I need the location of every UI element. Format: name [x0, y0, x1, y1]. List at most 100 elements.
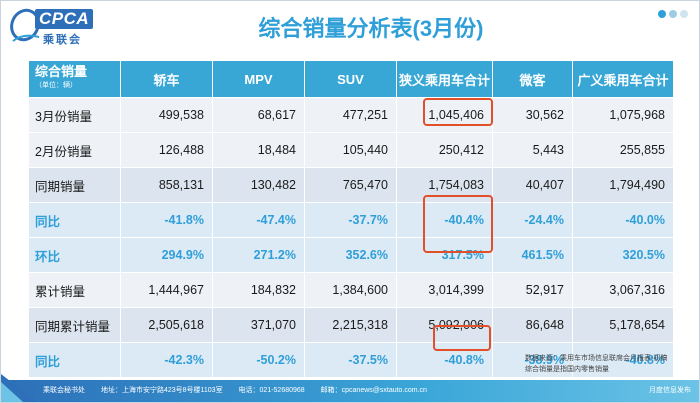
table-cell: 1,794,490 — [573, 167, 673, 202]
table-cell: -41.8% — [121, 202, 213, 237]
table-cell: 2,505,618 — [121, 307, 213, 342]
footer-email: 邮箱：cpcanews@sxtauto.com.cn — [320, 387, 427, 394]
corner-decoration — [655, 5, 695, 18]
row-label: 2月份销量 — [29, 132, 121, 167]
table-cell: 320.5% — [573, 237, 673, 272]
table-cell: 52,917 — [493, 272, 573, 307]
header-cell: 微客 — [493, 61, 573, 97]
table-cell: -40.0% — [573, 202, 673, 237]
row-label: 同比 — [29, 202, 121, 237]
page-title-wrap: 综合销量分析表(3月份) — [1, 11, 699, 43]
table-cell: 352.6% — [305, 237, 397, 272]
table-cell: 5,443 — [493, 132, 573, 167]
footnote-line: 综合销量是指国内零售销量 — [525, 366, 609, 373]
data-source-note: 数据来源：乘用车市场信息联席会月报表-初稿 综合销量是指国内零售销量 — [525, 353, 667, 375]
footer-bar — [1, 380, 699, 402]
header-cell: MPV — [213, 61, 305, 97]
table-row: 同期销量 858,131 130,482 765,470 1,754,083 4… — [29, 167, 673, 202]
table-cell: -38.9% — [493, 342, 573, 377]
table-cell: 271.2% — [213, 237, 305, 272]
table-cell: 68,617 — [213, 97, 305, 132]
table-cell: 765,470 — [305, 167, 397, 202]
table-cell: -40.8% — [573, 342, 673, 377]
header-cell-label: 综合销量 （单位：辆） — [29, 61, 121, 97]
table-row: 累计销量 1,444,967 184,832 1,384,600 3,014,3… — [29, 272, 673, 307]
table-cell: 130,482 — [213, 167, 305, 202]
table-cell: 1,754,083 — [397, 167, 493, 202]
table-cell: 255,855 — [573, 132, 673, 167]
table-cell: 2,215,318 — [305, 307, 397, 342]
table-cell: -40.8% — [397, 342, 493, 377]
cpca-logo: CPCA 乘联会 — [9, 7, 95, 47]
header-cell: 轿车 — [121, 61, 213, 97]
sales-table-wrap: 综合销量 （单位：辆） 轿车 MPV SUV 狭义乘用车合计 微客 广义乘用车合… — [29, 61, 673, 377]
table-row: 2月份销量 126,488 18,484 105,440 250,412 5,4… — [29, 132, 673, 167]
dot-icon — [669, 10, 677, 18]
table-cell: 3,014,399 — [397, 272, 493, 307]
table-cell: 30,562 — [493, 97, 573, 132]
table-cell: 86,648 — [493, 307, 573, 342]
table-cell: 317.5% — [397, 237, 493, 272]
table-cell: -40.4% — [397, 202, 493, 237]
logo-swoosh-icon — [10, 8, 40, 42]
table-cell: 1,075,968 — [573, 97, 673, 132]
footnote-line: 数据来源：乘用车市场信息联席会月报表-初稿 — [525, 355, 668, 362]
table-cell: 3,067,316 — [573, 272, 673, 307]
footer-release-label: 月度信息发布 — [649, 387, 691, 394]
table-cell: 1,384,600 — [305, 272, 397, 307]
table-row: 同比 -41.8% -47.4% -37.7% -40.4% -24.4% -4… — [29, 202, 673, 237]
header: CPCA 乘联会 综合销量分析表(3月份) — [1, 1, 699, 53]
table-cell: 371,070 — [213, 307, 305, 342]
row-label: 3月份销量 — [29, 97, 121, 132]
table-cell: 18,484 — [213, 132, 305, 167]
footer-address: 地址：上海市安宁路423号8号楼1103室 — [100, 387, 223, 394]
table-cell: 1,444,967 — [121, 272, 213, 307]
table-cell: 499,538 — [121, 97, 213, 132]
dot-icon — [658, 10, 666, 18]
logo-subtext: 乘联会 — [43, 34, 82, 46]
table-row: 环比 294.9% 271.2% 352.6% 317.5% 461.5% 32… — [29, 237, 673, 272]
table-cell: 5,178,654 — [573, 307, 673, 342]
header-cell: 广义乘用车合计 — [573, 61, 673, 97]
header-cell: 狭义乘用车合计 — [397, 61, 493, 97]
table-cell: -37.7% — [305, 202, 397, 237]
table-header-row: 综合销量 （单位：辆） 轿车 MPV SUV 狭义乘用车合计 微客 广义乘用车合… — [29, 61, 673, 97]
header-cell: SUV — [305, 61, 397, 97]
page-title: 综合销量分析表(3月份) — [258, 16, 484, 41]
table-cell: 40,407 — [493, 167, 573, 202]
sales-table: 综合销量 （单位：辆） 轿车 MPV SUV 狭义乘用车合计 微客 广义乘用车合… — [29, 61, 673, 377]
table-cell: 1,045,406 — [397, 97, 493, 132]
table-cell: 184,832 — [213, 272, 305, 307]
table-cell: -37.5% — [305, 342, 397, 377]
table-cell: 294.9% — [121, 237, 213, 272]
table-cell: 250,412 — [397, 132, 493, 167]
table-cell: -42.3% — [121, 342, 213, 377]
row-label: 同期销量 — [29, 167, 121, 202]
logo-text: CPCA — [35, 9, 94, 29]
table-row: 同比 -42.3% -50.2% -37.5% -40.8% -38.9% -4… — [29, 342, 673, 377]
row-label: 累计销量 — [29, 272, 121, 307]
table-row: 3月份销量 499,538 68,617 477,251 1,045,406 3… — [29, 97, 673, 132]
table-cell: -47.4% — [213, 202, 305, 237]
footer-org: 乘联会秘书处 — [43, 387, 85, 394]
dot-icon — [680, 10, 688, 18]
footer: 乘联会秘书处 地址：上海市安宁路423号8号楼1103室 电话：021-5268… — [1, 374, 699, 402]
footer-contact: 乘联会秘书处 地址：上海市安宁路423号8号楼1103室 电话：021-5268… — [43, 385, 441, 395]
table-cell: 105,440 — [305, 132, 397, 167]
table-cell: 126,488 — [121, 132, 213, 167]
table-cell: 5,092,006 — [397, 307, 493, 342]
row-label: 同期累计销量 — [29, 307, 121, 342]
table-cell: -24.4% — [493, 202, 573, 237]
table-row: 同期累计销量 2,505,618 371,070 2,215,318 5,092… — [29, 307, 673, 342]
table-cell: -50.2% — [213, 342, 305, 377]
table-cell: 461.5% — [493, 237, 573, 272]
row-label: 同比 — [29, 342, 121, 377]
table-cell: 858,131 — [121, 167, 213, 202]
table-cell: 477,251 — [305, 97, 397, 132]
header-unit-text: （单位：辆） — [35, 82, 77, 89]
row-label: 环比 — [29, 237, 121, 272]
footer-corner-decoration — [1, 374, 37, 402]
header-label-text: 综合销量 — [35, 64, 88, 79]
footer-phone: 电话：021-52680968 — [238, 387, 305, 394]
